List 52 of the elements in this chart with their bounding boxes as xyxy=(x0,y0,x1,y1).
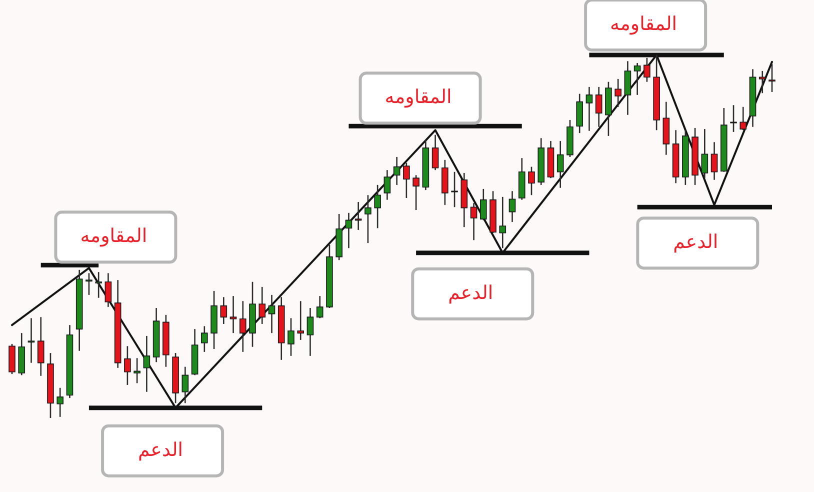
candlestick xyxy=(124,345,131,386)
candlestick xyxy=(730,104,737,133)
candlestick xyxy=(95,271,102,298)
text: المقاومه xyxy=(610,13,678,35)
candlestick xyxy=(470,202,478,241)
candlestick xyxy=(297,300,304,341)
candlestick xyxy=(364,194,372,244)
candlestick xyxy=(28,318,35,364)
candlestick xyxy=(56,387,64,418)
annotation: الدعم xyxy=(673,231,718,254)
candlestick xyxy=(432,134,439,171)
candlestick xyxy=(230,295,237,334)
candlestick xyxy=(710,141,718,181)
candlestick xyxy=(306,307,314,357)
candlestick xyxy=(701,128,708,179)
candlestick xyxy=(143,335,150,393)
candlestick xyxy=(374,184,381,229)
candlestick xyxy=(393,156,400,186)
annotation: المقاومه xyxy=(384,86,452,108)
candlestick xyxy=(528,166,535,196)
candlestick xyxy=(258,286,266,325)
candlestick xyxy=(288,318,294,357)
candlestick xyxy=(595,86,602,128)
candlestick xyxy=(268,294,276,334)
candlestick xyxy=(354,201,362,231)
candlestick xyxy=(586,86,593,132)
candlestick xyxy=(220,296,228,325)
candlestick xyxy=(37,316,44,377)
candlestick xyxy=(451,171,458,208)
candlestick xyxy=(614,78,622,108)
candlestick xyxy=(134,357,140,384)
candlestick xyxy=(316,295,324,319)
candlestick xyxy=(86,272,92,296)
candlestick xyxy=(239,300,246,353)
candlestick xyxy=(634,62,641,96)
candlestick xyxy=(384,169,391,200)
candlestick xyxy=(624,60,632,116)
candlestick xyxy=(403,162,410,199)
candlestick xyxy=(556,140,564,189)
candlestick xyxy=(201,326,208,353)
candlestick xyxy=(758,70,766,94)
candlestick xyxy=(345,212,352,249)
candlestick xyxy=(740,106,747,131)
candlestick xyxy=(480,188,487,221)
annotation: الدعم xyxy=(448,282,494,304)
candlestick xyxy=(104,272,112,308)
candlestick xyxy=(182,366,189,404)
text: الدعم xyxy=(138,438,184,461)
candlestick xyxy=(412,174,420,211)
candlestick xyxy=(499,196,506,249)
annotation: المقاومه xyxy=(80,225,148,248)
candlestick xyxy=(508,190,516,223)
